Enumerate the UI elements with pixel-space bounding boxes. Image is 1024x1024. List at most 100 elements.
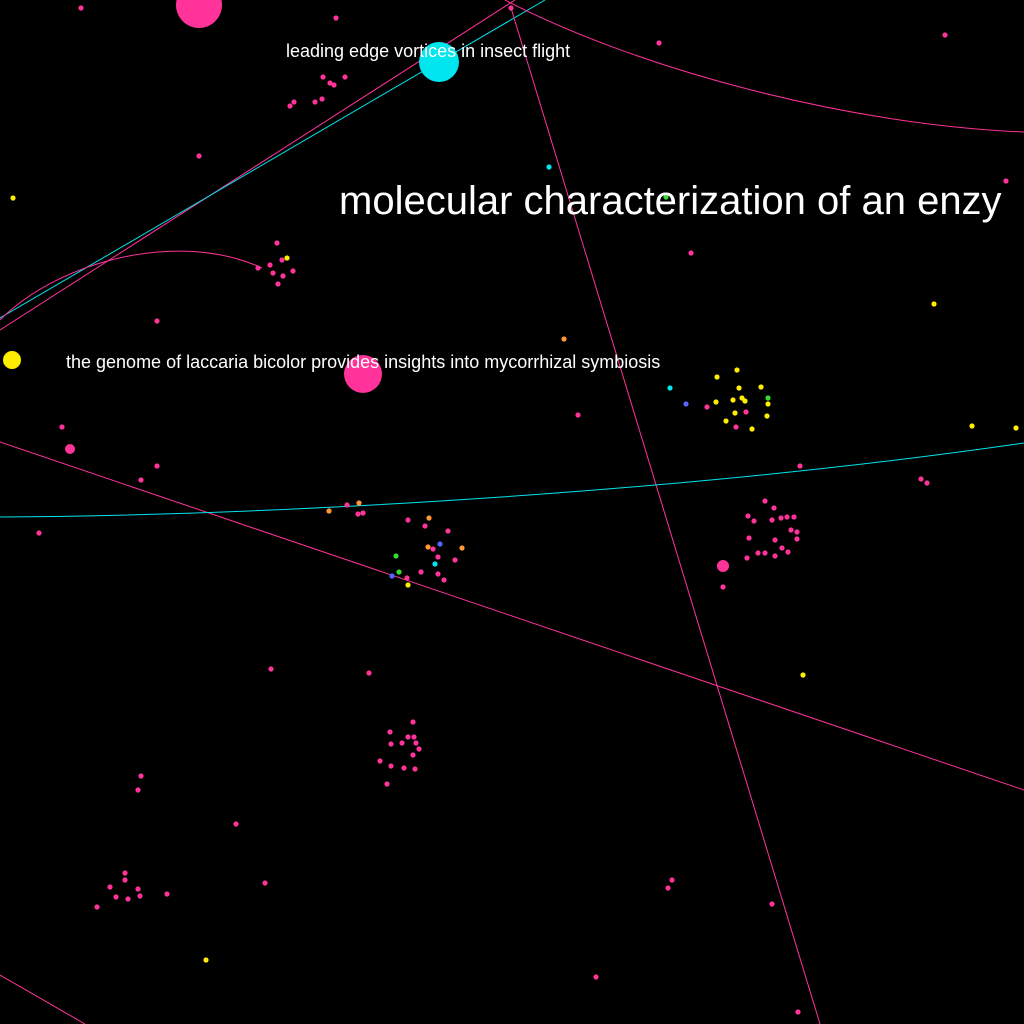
node-small[interactable] (736, 385, 742, 391)
node-small[interactable] (410, 719, 416, 725)
node-small[interactable] (546, 164, 552, 170)
node-small[interactable] (291, 99, 297, 105)
node-small[interactable] (669, 877, 675, 883)
node-small[interactable] (125, 896, 131, 902)
node-small[interactable] (326, 508, 332, 514)
node-small[interactable] (413, 740, 419, 746)
node-small[interactable] (733, 424, 739, 430)
node-small[interactable] (765, 401, 771, 407)
node-small[interactable] (107, 884, 113, 890)
node-small[interactable] (441, 577, 447, 583)
node-small[interactable] (769, 517, 775, 523)
node-small[interactable] (743, 409, 749, 415)
node-small[interactable] (800, 672, 806, 678)
node-small[interactable] (327, 80, 333, 86)
node-small[interactable] (723, 418, 729, 424)
node-small[interactable] (688, 250, 694, 256)
node-small[interactable] (435, 554, 441, 560)
node-small[interactable] (797, 463, 803, 469)
node-small[interactable] (744, 555, 750, 561)
node-small[interactable] (432, 561, 438, 567)
node-small[interactable] (333, 15, 339, 21)
node-small[interactable] (745, 513, 751, 519)
node-small[interactable] (704, 404, 710, 410)
node-small[interactable] (377, 758, 383, 764)
node-small[interactable] (732, 410, 738, 416)
node-small[interactable] (425, 544, 431, 550)
node-small[interactable] (459, 545, 465, 551)
node-small[interactable] (78, 5, 84, 11)
node-small[interactable] (360, 510, 366, 516)
node-small[interactable] (355, 511, 361, 517)
node-large[interactable] (176, 0, 222, 28)
node-small[interactable] (683, 401, 689, 407)
node-small[interactable] (284, 255, 290, 261)
node-small[interactable] (320, 74, 326, 80)
node-small[interactable] (416, 746, 422, 752)
node-small[interactable] (791, 514, 797, 520)
node-small[interactable] (274, 240, 280, 246)
node-small[interactable] (430, 546, 436, 552)
node-small[interactable] (233, 821, 239, 827)
node-small[interactable] (665, 885, 671, 891)
node-small[interactable] (393, 553, 399, 559)
node-small[interactable] (10, 195, 16, 201)
node-small[interactable] (1013, 425, 1019, 431)
node-small[interactable] (918, 476, 924, 482)
node-small[interactable] (290, 268, 296, 274)
node-small[interactable] (437, 541, 443, 547)
node-small[interactable] (396, 569, 402, 575)
node-small[interactable] (794, 536, 800, 542)
node-small[interactable] (749, 426, 755, 432)
node-small[interactable] (154, 463, 160, 469)
node-small[interactable] (94, 904, 100, 910)
node-small[interactable] (785, 549, 791, 555)
node-small[interactable] (405, 517, 411, 523)
node-small[interactable] (399, 740, 405, 746)
node-small[interactable] (410, 752, 416, 758)
node-small[interactable] (275, 281, 281, 287)
node-small[interactable] (508, 5, 514, 11)
node-small[interactable] (389, 573, 395, 579)
node-small[interactable] (366, 670, 372, 676)
node-small[interactable] (730, 397, 736, 403)
node-small[interactable] (784, 514, 790, 520)
node-small[interactable] (203, 957, 209, 963)
node-small[interactable] (795, 1009, 801, 1015)
node-small[interactable] (794, 529, 800, 535)
node-small[interactable] (772, 537, 778, 543)
node-small[interactable] (59, 424, 65, 430)
node-small[interactable] (196, 153, 202, 159)
node-small[interactable] (344, 502, 350, 508)
node-small[interactable] (164, 891, 170, 897)
node-small[interactable] (746, 535, 752, 541)
node-small[interactable] (135, 886, 141, 892)
node-small[interactable] (418, 569, 424, 575)
node-small[interactable] (426, 515, 432, 521)
node-laccaria-genome[interactable] (344, 355, 382, 393)
node-small[interactable] (779, 545, 785, 551)
node-small[interactable] (388, 763, 394, 769)
node-small[interactable] (280, 273, 286, 279)
node-small[interactable] (772, 553, 778, 559)
node-small[interactable] (561, 336, 567, 342)
node-small[interactable] (931, 301, 937, 307)
node-small[interactable] (769, 901, 775, 907)
node-small[interactable] (942, 32, 948, 38)
node-small[interactable] (405, 734, 411, 740)
node-small[interactable] (356, 500, 362, 506)
node-small[interactable] (319, 96, 325, 102)
node-small[interactable] (255, 265, 261, 271)
node-small[interactable] (138, 773, 144, 779)
node-small[interactable] (287, 103, 293, 109)
node-leading-edge-vortices[interactable] (419, 42, 459, 82)
node-small[interactable] (36, 530, 42, 536)
node-small[interactable] (788, 527, 794, 533)
node-small[interactable] (270, 270, 276, 276)
node-small[interactable] (765, 395, 771, 401)
node-small[interactable] (401, 765, 407, 771)
node-small[interactable] (422, 523, 428, 529)
node-small[interactable] (714, 374, 720, 380)
